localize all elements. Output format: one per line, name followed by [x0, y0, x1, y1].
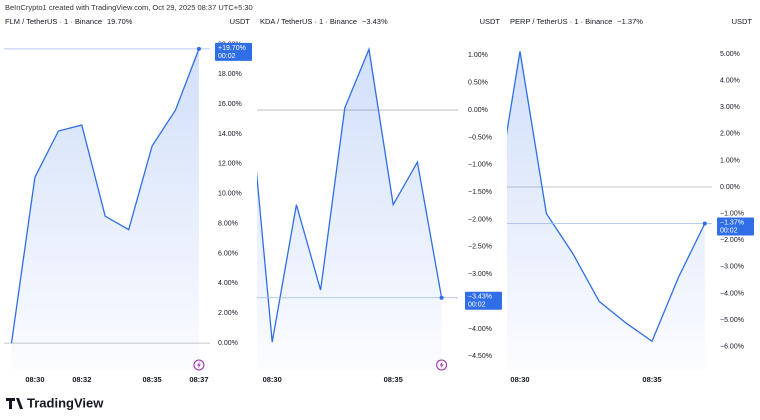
change: −3.43%: [362, 17, 388, 26]
y-tick-label: −4.00%: [720, 290, 744, 297]
y-tick-label: −1.50%: [468, 189, 492, 196]
change: 19.70%: [107, 17, 133, 26]
panel: PERP / TetherUS · 1 · Binance −1.37% USDT 5…: [507, 17, 754, 384]
lightning-glyph: [196, 361, 201, 369]
area: [507, 51, 705, 370]
line: [257, 46, 443, 343]
panel-title: PERP / TetherUS · 1 · Binance: [510, 17, 612, 26]
y-tick-label: 0.00%: [218, 340, 238, 347]
x-tick-label: 08:30: [25, 375, 44, 384]
x-tick-label: 08:30: [263, 375, 282, 384]
panel: KDA / TetherUS · 1 · Binance −3.43% USDT 1.…: [257, 17, 502, 384]
x-tick-label: 08:32: [72, 375, 91, 384]
y-axis-label: USDT: [732, 17, 753, 26]
y-tick-label: 1.00%: [468, 52, 488, 59]
price-label-time: 00:02: [720, 227, 738, 234]
x-tick-label: 08:35: [642, 375, 661, 384]
line: [507, 51, 706, 343]
y-tick-label: 18.00%: [218, 71, 242, 78]
y-tick-label: 0.00%: [720, 184, 740, 191]
area: [257, 49, 442, 370]
y-tick-label: 10.00%: [218, 191, 242, 198]
y-tick-label: −2.00%: [720, 237, 744, 244]
y-tick-label: −4.00%: [468, 326, 492, 333]
y-tick-label: −1.00%: [468, 162, 492, 169]
area: [11, 48, 199, 370]
plot-area: [507, 51, 712, 370]
x-tick-label: 08:35: [384, 375, 403, 384]
y-tick-label: −2.50%: [468, 244, 492, 251]
y-tick-label: 2.00%: [218, 310, 238, 317]
price-label-box: [465, 291, 502, 310]
y-tick-label: 1.00%: [720, 157, 740, 164]
line: [10, 48, 200, 344]
y-tick-label: 12.00%: [218, 161, 242, 168]
y-tick-label: −3.00%: [468, 271, 492, 278]
y-tick-label: −3.00%: [720, 264, 744, 271]
y-tick-label: 0.50%: [468, 80, 488, 87]
y-tick-label: 3.00%: [720, 104, 740, 111]
y-tick-label: 8.00%: [218, 220, 238, 227]
panel-title: FLM / TetherUS · 1 · Binance: [5, 17, 102, 26]
logo: [6, 398, 23, 409]
y-tick-label: 5.00%: [720, 51, 740, 58]
x-tick-label: 08:37: [189, 375, 208, 384]
y-tick-label: 4.00%: [218, 280, 238, 287]
last-point: [702, 221, 707, 226]
plot-area: [257, 46, 458, 370]
price-label-box: [215, 42, 252, 61]
price-label: −3.43%: [468, 294, 492, 301]
y-tick-label: −1.00%: [720, 210, 744, 217]
y-tick-label: 6.00%: [218, 250, 238, 257]
price-label: +19.70%: [218, 45, 246, 52]
y-tick-label: −0.50%: [468, 134, 492, 141]
y-tick-label: 2.00%: [720, 131, 740, 138]
price-label: −1.37%: [720, 219, 744, 226]
y-tick-label: 0.00%: [468, 107, 488, 114]
y-tick-label: −2.00%: [468, 216, 492, 223]
price-label-time: 00:02: [468, 302, 486, 309]
y-tick-label: 14.00%: [218, 131, 242, 138]
y-tick-label: −5.00%: [720, 317, 744, 324]
plot-area: [4, 48, 210, 370]
last-point: [439, 295, 444, 300]
x-tick-label: 08:35: [142, 375, 161, 384]
y-tick-label: −4.50%: [468, 353, 492, 360]
footer-brand: TradingView: [27, 395, 104, 410]
y-tick-label: −6.00%: [720, 343, 744, 350]
y-tick-label: 4.00%: [720, 78, 740, 85]
y-tick-label: 16.00%: [218, 101, 242, 108]
last-point: [196, 46, 201, 51]
panel-title: KDA / TetherUS · 1 · Binance: [260, 17, 357, 26]
panel: FLM / TetherUS · 1 · Binance 19.70% USDT 0.…: [4, 17, 252, 384]
header: BeInCrypto1 created with TradingView.com…: [5, 3, 253, 12]
change: −1.37%: [617, 17, 643, 26]
price-label-time: 00:02: [218, 53, 236, 60]
y-axis-label: USDT: [230, 17, 251, 26]
y-axis-label: USDT: [480, 17, 501, 26]
x-tick-label: 08:30: [510, 375, 529, 384]
lightning-glyph: [439, 361, 444, 369]
price-label-box: [717, 217, 754, 236]
